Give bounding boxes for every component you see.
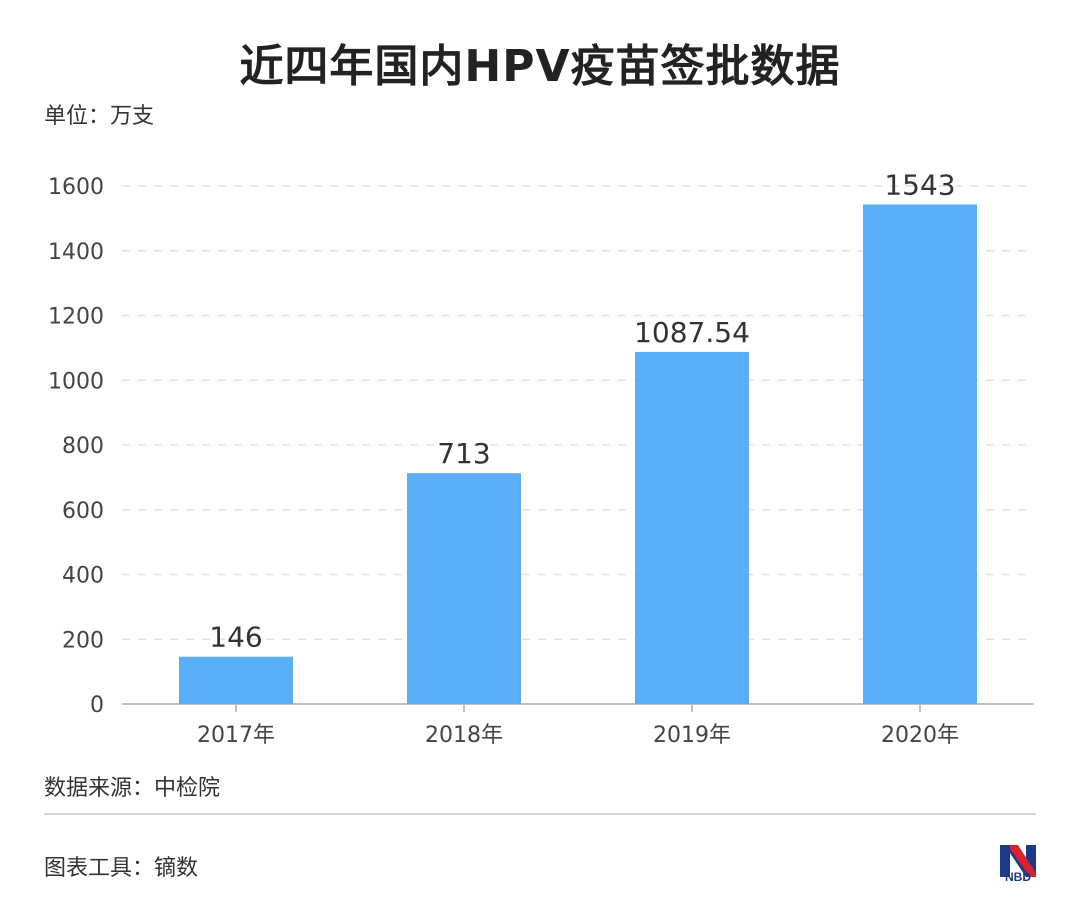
x-tick-label: 2018年 [425, 723, 503, 748]
y-tick-label: 1400 [48, 240, 104, 265]
data-label: 1087.54 [634, 316, 750, 349]
y-tick-label: 0 [90, 693, 104, 718]
chart-title: 近四年国内HPV疫苗签批数据 [239, 41, 841, 92]
y-tick-label: 400 [62, 564, 104, 589]
y-tick-label: 600 [62, 499, 104, 524]
y-tick-label: 200 [62, 628, 104, 653]
bar-2017年 [179, 656, 293, 704]
bar-2020年 [863, 204, 977, 705]
nbd-logo-icon [1000, 845, 1036, 877]
data-label: 713 [437, 437, 490, 470]
x-tick-label: 2017年 [197, 723, 275, 748]
unit-label: 单位：万支 [44, 104, 155, 129]
chart-tool-credit: 图表工具：镝数 [44, 856, 199, 881]
data-label: 1543 [884, 168, 955, 201]
data-label: 146 [209, 621, 262, 654]
x-tick-label: 2019年 [653, 723, 731, 748]
bar-2018年 [407, 473, 521, 704]
data-source: 数据来源：中检院 [44, 776, 221, 801]
y-tick-label: 1600 [48, 175, 104, 200]
nbd-logo-text: NBD [1005, 870, 1031, 884]
y-tick-label: 1200 [48, 305, 104, 330]
y-tick-label: 1000 [48, 369, 104, 394]
footer-divider [44, 813, 1036, 815]
bar-2019年 [635, 351, 749, 704]
bar-chart: 0 200 400 600 800 1000 1200 1400 1600 146 2017年 713… [48, 168, 1034, 748]
x-tick-label: 2020年 [881, 723, 959, 748]
y-tick-label: 800 [62, 434, 104, 459]
